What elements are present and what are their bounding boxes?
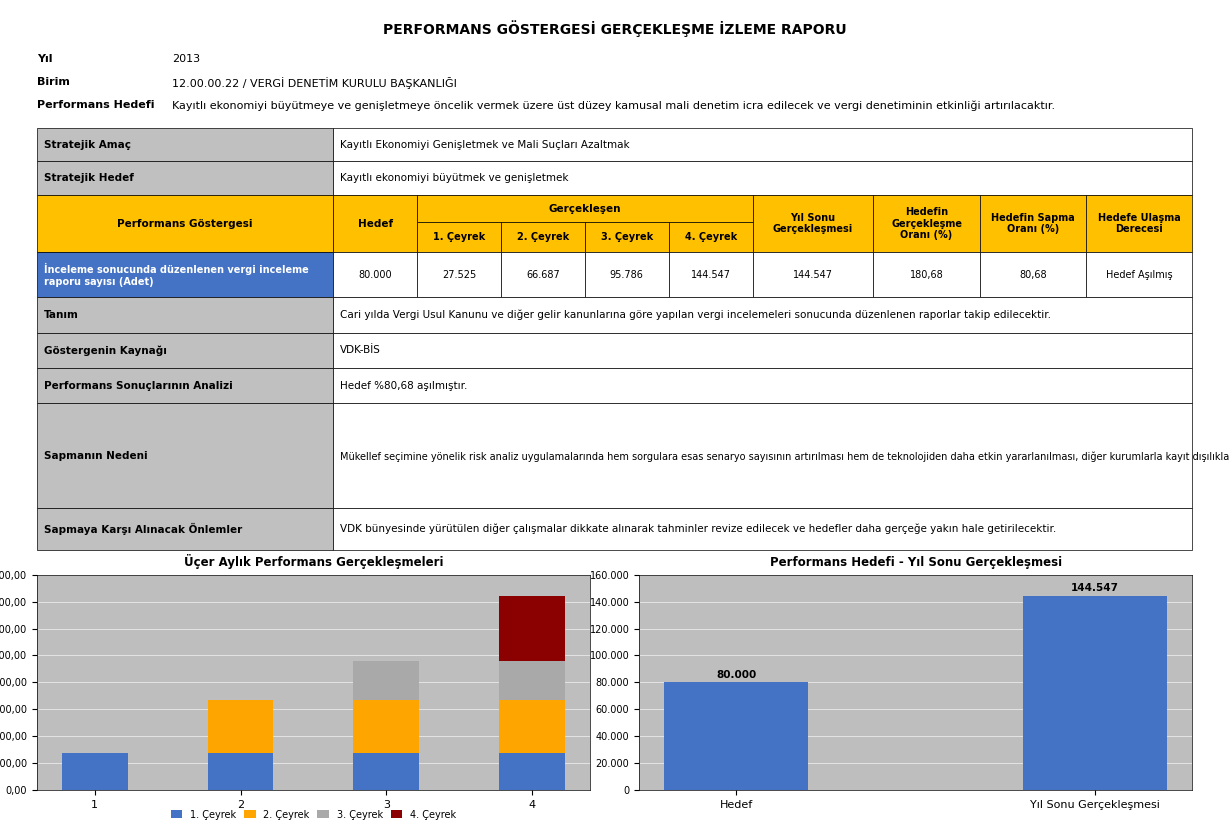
- Text: 27.525: 27.525: [442, 270, 476, 280]
- Bar: [417, 252, 501, 298]
- Bar: [354, 753, 419, 790]
- Bar: [499, 595, 565, 661]
- Text: Mükellef seçimine yönelik risk analiz uygulamalarında hem sorgulara esas senaryo: Mükellef seçimine yönelik risk analiz uy…: [340, 450, 1229, 461]
- Bar: [980, 194, 1086, 252]
- Text: Performans Sonuçlarının Analizi: Performans Sonuçlarının Analizi: [44, 380, 232, 390]
- Bar: [874, 194, 980, 252]
- Text: Hedef: Hedef: [358, 218, 393, 228]
- Text: 144.547: 144.547: [793, 270, 833, 280]
- Text: Stratejik Amaç: Stratejik Amaç: [44, 140, 130, 150]
- Bar: [333, 332, 1192, 368]
- Text: Kayıtlı ekonomiyi büyütmek ve genişletmek: Kayıtlı ekonomiyi büyütmek ve genişletme…: [340, 173, 569, 183]
- Bar: [37, 509, 333, 550]
- Bar: [61, 753, 128, 790]
- Text: Sapmaya Karşı Alınacak Önlemler: Sapmaya Karşı Alınacak Önlemler: [44, 523, 242, 535]
- Text: 80,68: 80,68: [1019, 270, 1047, 280]
- Bar: [37, 128, 333, 161]
- Bar: [501, 222, 585, 252]
- Bar: [37, 161, 333, 194]
- Text: 3. Çeyrek: 3. Çeyrek: [601, 232, 653, 242]
- Text: Performans Hedefi: Performans Hedefi: [37, 100, 155, 110]
- Text: VDK bünyesinde yürütülen diğer çalışmalar dikkate alınarak tahminler revize edil: VDK bünyesinde yürütülen diğer çalışmala…: [340, 524, 1057, 534]
- Bar: [499, 661, 565, 700]
- Bar: [333, 404, 1192, 509]
- Bar: [417, 222, 501, 252]
- Text: Hedefin
Gerçekleşme
Oranı (%): Hedefin Gerçekleşme Oranı (%): [891, 207, 962, 240]
- Text: 144.547: 144.547: [691, 270, 731, 280]
- Text: Hedef Aşılmış: Hedef Aşılmış: [1106, 270, 1172, 280]
- Bar: [208, 700, 273, 753]
- Text: Hedefin Sapma
Oranı (%): Hedefin Sapma Oranı (%): [991, 213, 1074, 234]
- Text: 80.000: 80.000: [359, 270, 392, 280]
- Text: 1. Çeyrek: 1. Çeyrek: [433, 232, 485, 242]
- Bar: [1024, 595, 1168, 790]
- Bar: [333, 194, 417, 252]
- Text: Hedef %80,68 aşılmıştır.: Hedef %80,68 aşılmıştır.: [340, 380, 467, 390]
- Bar: [333, 298, 1192, 332]
- Bar: [980, 252, 1086, 298]
- Bar: [333, 161, 1192, 194]
- Bar: [585, 222, 669, 252]
- Title: Performans Hedefi - Yıl Sonu Gerçekleşmesi: Performans Hedefi - Yıl Sonu Gerçekleşme…: [769, 557, 1062, 570]
- Text: PERFORMANS GÖSTERGESİ GERÇEKLEŞME İZLEME RAPORU: PERFORMANS GÖSTERGESİ GERÇEKLEŞME İZLEME…: [382, 21, 847, 37]
- Bar: [669, 252, 752, 298]
- Text: 66.687: 66.687: [526, 270, 559, 280]
- Bar: [37, 368, 333, 404]
- Text: Hedefe Ulaşma
Derecesi: Hedefe Ulaşma Derecesi: [1097, 213, 1180, 234]
- Legend: 1. Çeyrek, 2. Çeyrek, 3. Çeyrek, 4. Çeyrek: 1. Çeyrek, 2. Çeyrek, 3. Çeyrek, 4. Çeyr…: [167, 805, 460, 824]
- Text: İnceleme sonucunda düzenlenen vergi inceleme
raporu sayısı (Adet): İnceleme sonucunda düzenlenen vergi ince…: [44, 263, 308, 287]
- Text: Göstergenin Kaynağı: Göstergenin Kaynağı: [44, 345, 167, 356]
- Bar: [499, 700, 565, 753]
- Bar: [669, 222, 752, 252]
- Text: Kayıtlı ekonomiyi büyütmeye ve genişletmeye öncelik vermek üzere üst düzey kamus: Kayıtlı ekonomiyi büyütmeye ve genişletm…: [172, 100, 1056, 111]
- Bar: [501, 252, 585, 298]
- Text: 95.786: 95.786: [610, 270, 644, 280]
- Bar: [664, 682, 807, 790]
- Text: Performans Göstergesi: Performans Göstergesi: [117, 218, 253, 228]
- Bar: [333, 368, 1192, 404]
- Bar: [37, 298, 333, 332]
- Bar: [37, 194, 333, 252]
- Text: 2. Çeyrek: 2. Çeyrek: [517, 232, 569, 242]
- Bar: [333, 128, 1192, 161]
- Title: Üçer Aylık Performans Gerçekleşmeleri: Üçer Aylık Performans Gerçekleşmeleri: [183, 554, 444, 570]
- Text: 144.547: 144.547: [1072, 583, 1120, 593]
- Bar: [1086, 252, 1192, 298]
- Text: 180,68: 180,68: [909, 270, 944, 280]
- Bar: [208, 753, 273, 790]
- Text: Yıl Sonu
Gerçekleşmesi: Yıl Sonu Gerçekleşmesi: [773, 213, 853, 234]
- Text: Kayıtlı Ekonomiyi Genişletmek ve Mali Suçları Azaltmak: Kayıtlı Ekonomiyi Genişletmek ve Mali Su…: [340, 140, 629, 150]
- Bar: [752, 194, 874, 252]
- Bar: [333, 509, 1192, 550]
- Text: Tanım: Tanım: [44, 310, 79, 320]
- Text: 80.000: 80.000: [717, 670, 756, 680]
- Text: Gerçekleşen: Gerçekleşen: [548, 203, 621, 213]
- Bar: [1086, 194, 1192, 252]
- Text: Birim: Birim: [37, 77, 70, 87]
- Text: 2013: 2013: [172, 54, 200, 64]
- Bar: [354, 661, 419, 700]
- Text: Cari yılda Vergi Usul Kanunu ve diğer gelir kanunlarına göre yapılan vergi incel: Cari yılda Vergi Usul Kanunu ve diğer ge…: [340, 310, 1051, 320]
- Bar: [354, 700, 419, 753]
- Bar: [37, 404, 333, 509]
- Bar: [585, 252, 669, 298]
- Text: VDK-BİS: VDK-BİS: [340, 346, 381, 356]
- Bar: [752, 252, 874, 298]
- Text: Stratejik Hedef: Stratejik Hedef: [44, 173, 134, 183]
- Bar: [333, 252, 417, 298]
- Text: Sapmanın Nedeni: Sapmanın Nedeni: [44, 451, 147, 461]
- Bar: [499, 753, 565, 790]
- Bar: [37, 252, 333, 298]
- Bar: [417, 194, 752, 222]
- Text: 4. Çeyrek: 4. Çeyrek: [685, 232, 737, 242]
- Text: 12.00.00.22 / VERGİ DENETİM KURULU BAŞKANLIĞI: 12.00.00.22 / VERGİ DENETİM KURULU BAŞKA…: [172, 77, 457, 89]
- Text: Yıl: Yıl: [37, 54, 53, 64]
- Bar: [874, 252, 980, 298]
- Bar: [37, 332, 333, 368]
